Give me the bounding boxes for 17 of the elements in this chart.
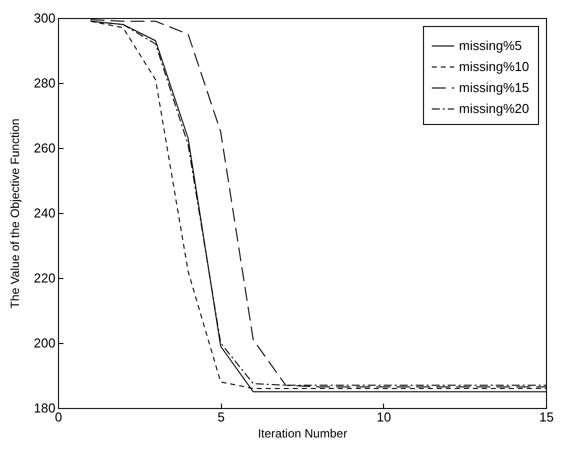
- y-tick-label: 280: [34, 76, 56, 90]
- y-tick-label: 300: [34, 10, 56, 26]
- legend-label: missing%10: [459, 59, 530, 74]
- x-axis-title: Iteration Number: [258, 426, 348, 440]
- x-tick-label: 15: [539, 410, 554, 424]
- legend-label: missing%5: [459, 38, 522, 53]
- y-axis-title: The Value of the Objective Function: [8, 118, 22, 308]
- x-tick-label: 0: [54, 410, 62, 424]
- x-tick-label: 10: [376, 410, 392, 424]
- legend-label: missing%15: [459, 80, 530, 95]
- y-tick-label: 220: [34, 270, 56, 286]
- x-tick-label: 5: [218, 410, 225, 424]
- y-tick-label: 180: [34, 400, 56, 416]
- y-tick-label: 240: [34, 206, 56, 220]
- y-tick-label: 200: [34, 336, 56, 350]
- y-tick-label: 260: [34, 140, 56, 156]
- legend-label: missing%20: [459, 101, 530, 116]
